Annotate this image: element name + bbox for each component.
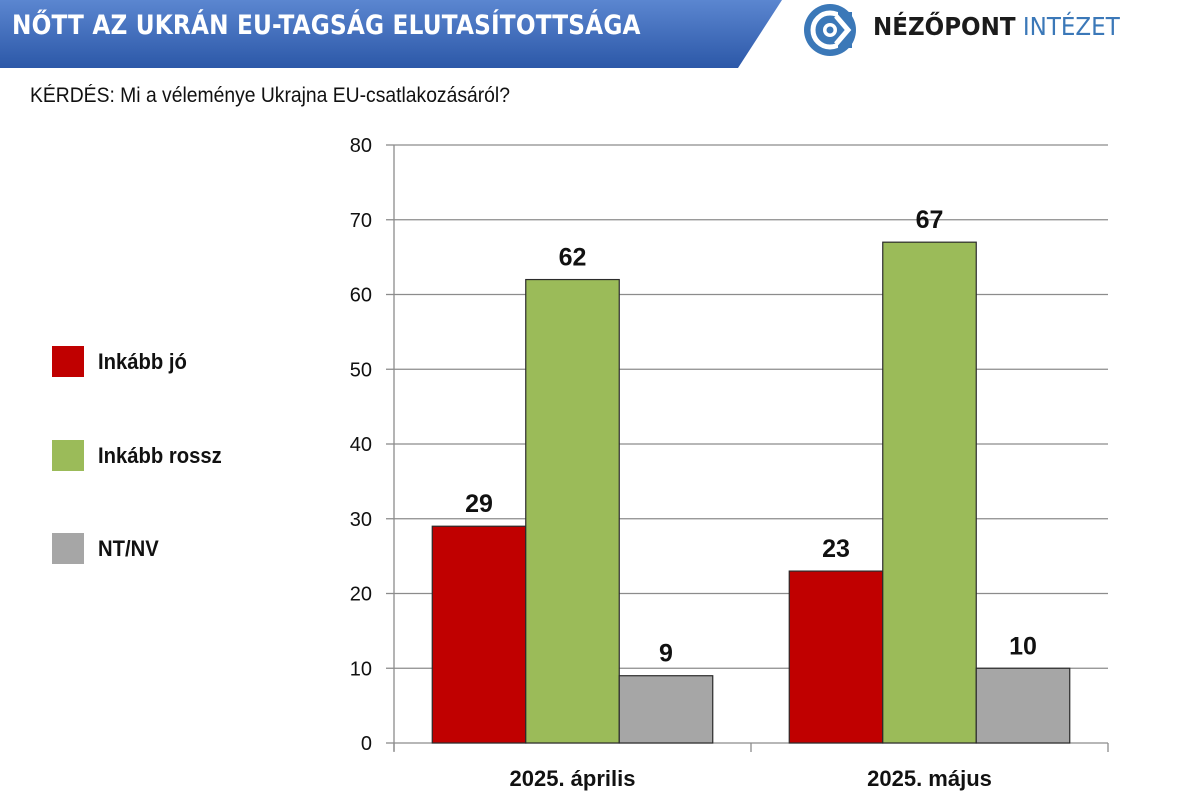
- legend-swatch-nt-nv: [52, 533, 84, 564]
- data-label: 67: [916, 206, 944, 234]
- survey-question: KÉRDÉS: Mi a véleménye Ukrajna EU-csatla…: [30, 84, 510, 107]
- bar: [618, 675, 714, 744]
- data-label: 10: [1009, 632, 1037, 660]
- data-label: 9: [659, 640, 673, 668]
- data-label: 62: [559, 244, 587, 272]
- bar: [431, 525, 527, 744]
- legend-label-inkabb-rossz: Inkább rossz: [98, 443, 222, 468]
- brand-name-part2: INTÉZET: [1022, 12, 1120, 41]
- legend-label-nt-nv: NT/NV: [98, 536, 159, 561]
- legend-label-inkabb-jo: Inkább jó: [98, 349, 187, 374]
- page-title: NŐTT AZ UKRÁN EU-TAGSÁG ELUTASÍTOTTSÁGA: [12, 10, 641, 41]
- nezopont-logo-icon: [804, 4, 856, 56]
- header-bar: NŐTT AZ UKRÁN EU-TAGSÁG ELUTASÍTOTTSÁGA: [0, 0, 785, 68]
- header-background: [0, 0, 782, 68]
- x-category-label: 2025. április: [510, 766, 636, 791]
- bar: [882, 241, 977, 744]
- y-tick-label: 0: [361, 733, 372, 755]
- data-label: 23: [822, 535, 850, 563]
- y-tick-label: 70: [350, 210, 372, 232]
- bar: [788, 570, 884, 744]
- y-tick-label: 80: [350, 135, 372, 157]
- bar: [975, 667, 1071, 744]
- y-tick-label: 50: [350, 359, 372, 381]
- y-tick-label: 30: [350, 509, 372, 531]
- y-tick-label: 60: [350, 285, 372, 307]
- legend-swatch-inkabb-rossz: [52, 440, 84, 471]
- x-category-label: 2025. május: [867, 766, 992, 791]
- y-tick-label: 40: [350, 434, 372, 456]
- brand-name: NÉZŐPONT INTÉZET: [873, 9, 1120, 45]
- y-tick-label: 20: [350, 584, 372, 606]
- bar: [525, 278, 620, 744]
- legend-swatch-inkabb-jo: [52, 346, 84, 377]
- brand-name-part1: NÉZŐPONT: [873, 12, 1016, 41]
- data-label: 29: [465, 490, 493, 518]
- y-tick-label: 10: [350, 658, 372, 680]
